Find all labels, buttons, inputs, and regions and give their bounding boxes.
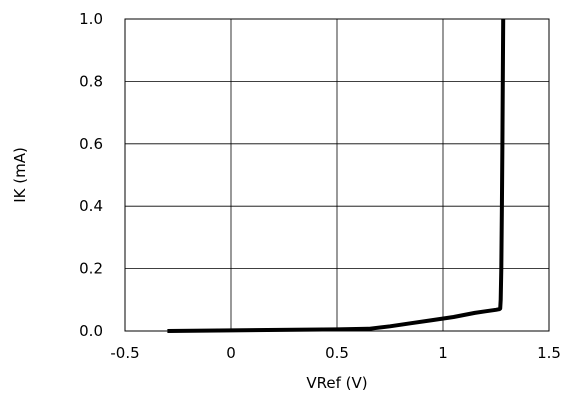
x-tick-label: 1	[438, 344, 448, 362]
x-tick-label: 0	[226, 344, 236, 362]
x-tick-label: 0.5	[325, 344, 349, 362]
y-tick-label: 0.0	[79, 322, 103, 340]
y-tick-label: 0.4	[79, 197, 103, 215]
y-axis-label: IK (mA)	[11, 147, 29, 203]
x-axis-label: VRef (V)	[306, 374, 367, 392]
y-tick-label: 1.0	[79, 10, 103, 28]
y-tick-label: 0.6	[79, 135, 103, 153]
y-tick-label: 0.8	[79, 72, 103, 90]
y-tick-label: 0.2	[79, 260, 103, 278]
x-tick-label: 1.5	[537, 344, 561, 362]
x-tick-label: -0.5	[110, 344, 139, 362]
